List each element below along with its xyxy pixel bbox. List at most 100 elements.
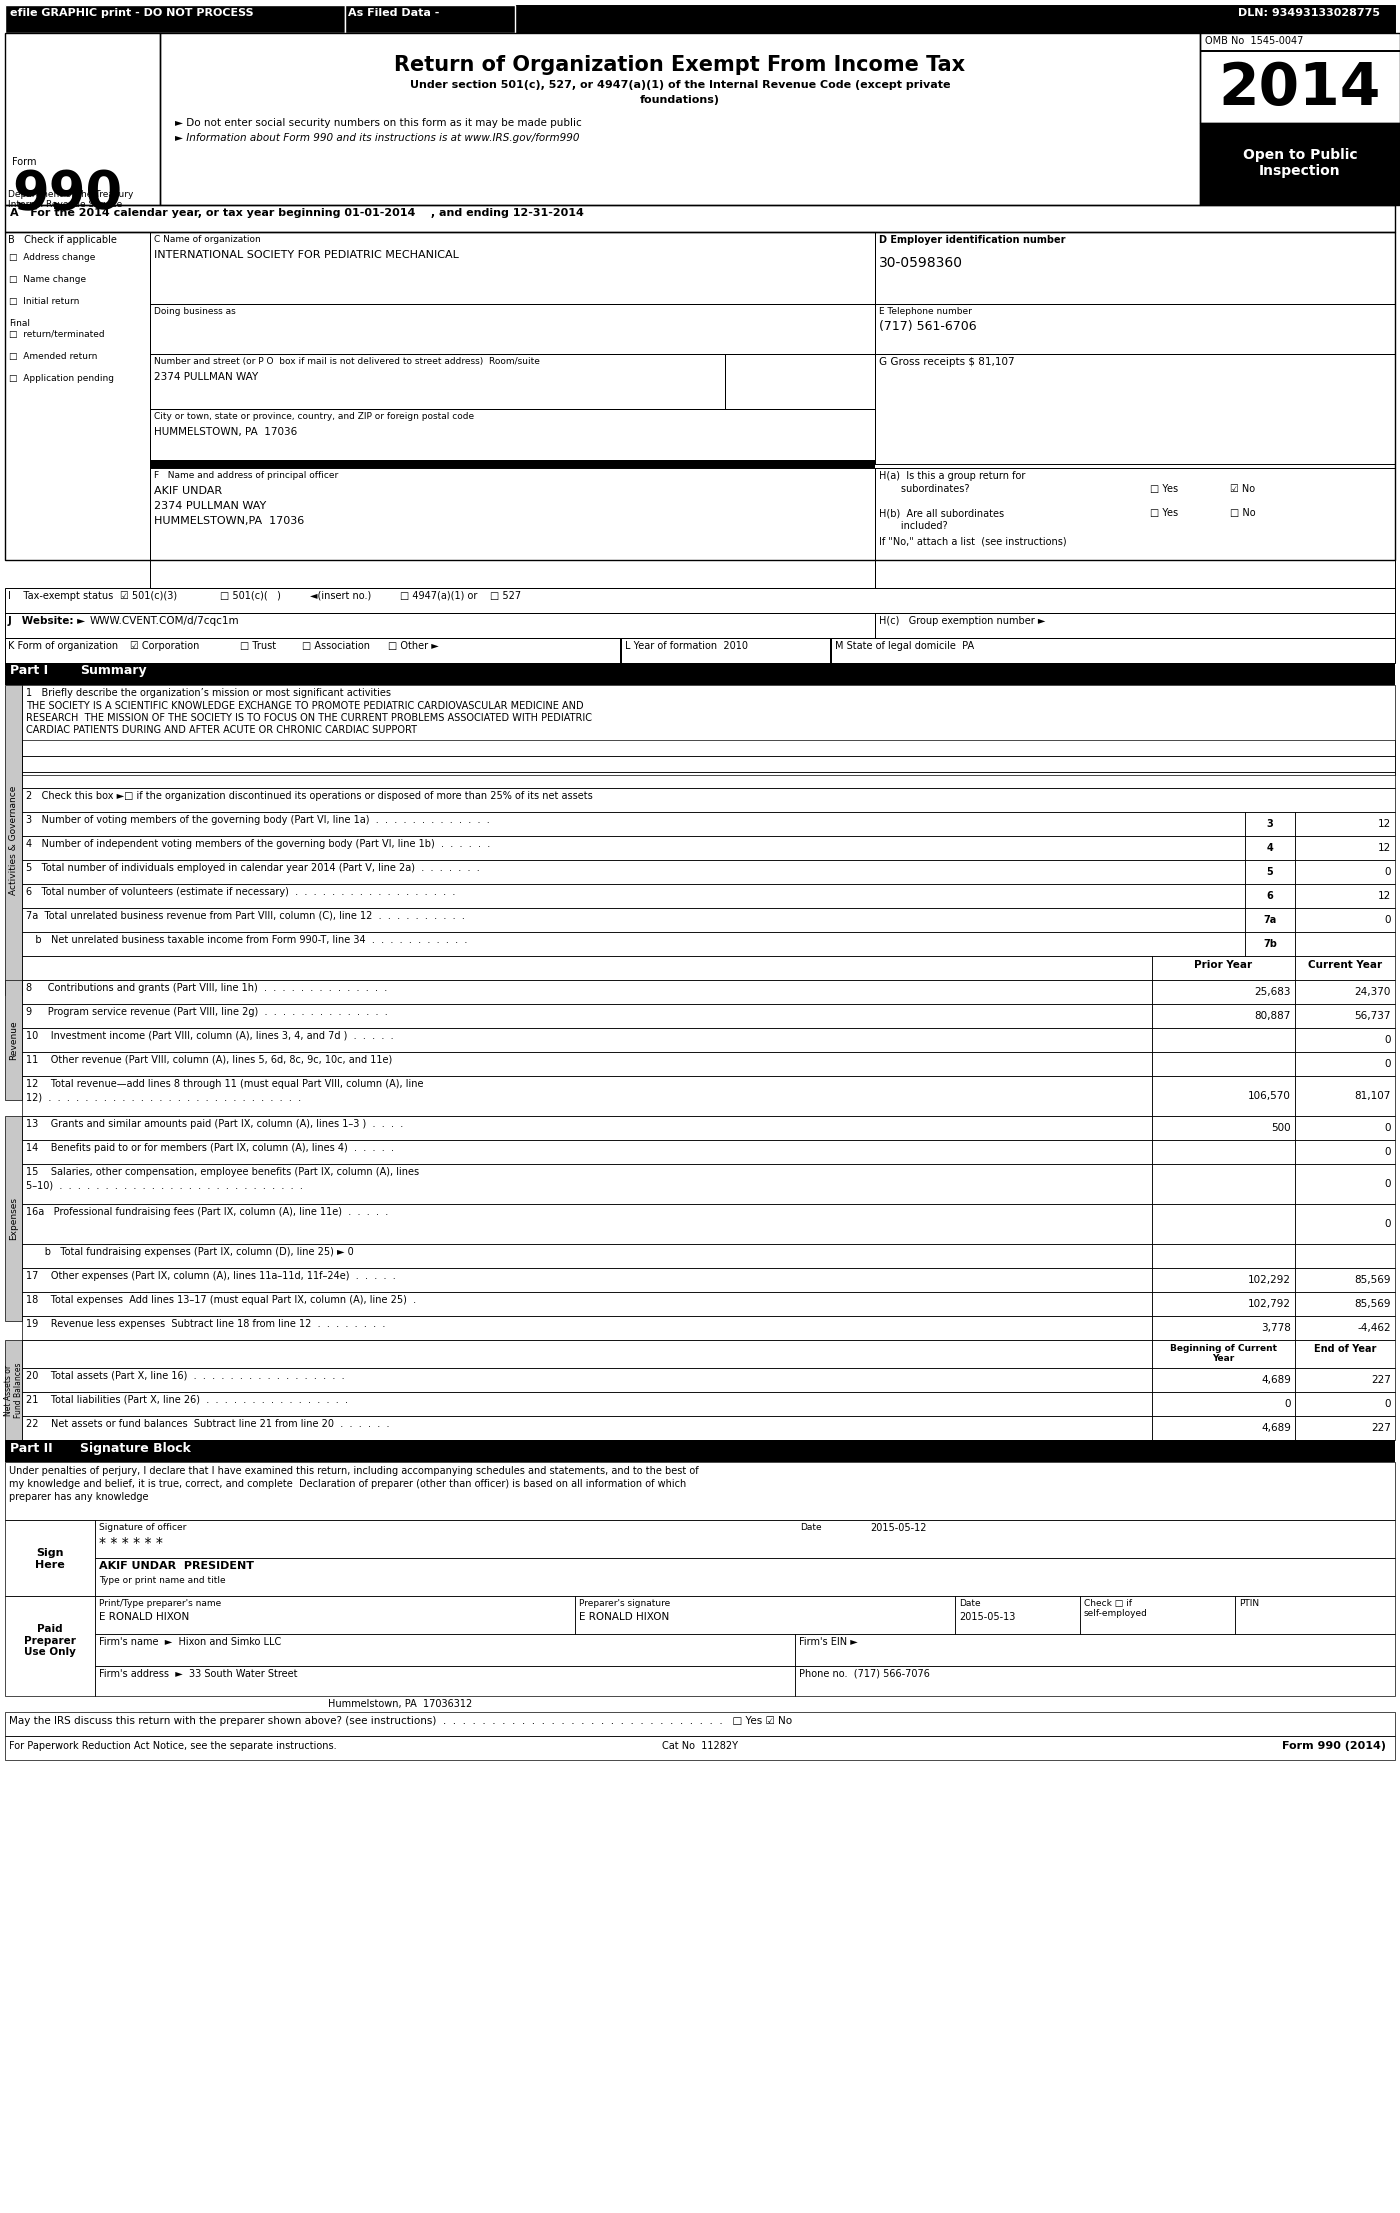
Text: 2   Check this box ►□ if the organization discontinued its operations or dispose: 2 Check this box ►□ if the organization …: [27, 790, 592, 801]
Bar: [1295, 1268, 1394, 1292]
Bar: [1295, 1076, 1394, 1115]
Text: HUMMELSTOWN,PA  17036: HUMMELSTOWN,PA 17036: [154, 516, 304, 527]
Bar: [955, 1596, 1079, 1633]
Bar: [6, 1596, 95, 1695]
Text: □  return/terminated: □ return/terminated: [8, 330, 105, 339]
Text: Preparer's signature: Preparer's signature: [580, 1600, 671, 1609]
Bar: [95, 1558, 1394, 1596]
Bar: [6, 1463, 1394, 1520]
Text: 227: 227: [1371, 1423, 1392, 1434]
Bar: [150, 467, 875, 589]
Text: Net Assets or
Fund Balances: Net Assets or Fund Balances: [4, 1363, 24, 1419]
Bar: [22, 1368, 1152, 1392]
Text: 24,370: 24,370: [1355, 987, 1392, 998]
Bar: [6, 686, 22, 996]
Bar: [1152, 1029, 1295, 1051]
Bar: [795, 1666, 1394, 1695]
Bar: [22, 1164, 1152, 1204]
Bar: [1079, 1596, 1235, 1633]
Bar: [6, 206, 1394, 232]
Text: 7b: 7b: [1263, 938, 1277, 949]
Text: 12: 12: [1378, 843, 1392, 852]
Bar: [875, 354, 1394, 465]
Bar: [575, 1596, 955, 1633]
Bar: [6, 637, 1394, 664]
Bar: [1152, 1204, 1295, 1244]
Bar: [22, 907, 1245, 932]
Bar: [1295, 1341, 1394, 1368]
Bar: [1295, 1140, 1394, 1164]
Bar: [1245, 932, 1295, 956]
Text: 102,292: 102,292: [1247, 1275, 1291, 1286]
Bar: [1152, 1076, 1295, 1115]
Text: ☑ 501(c)(3): ☑ 501(c)(3): [120, 591, 178, 602]
Bar: [22, 1317, 1152, 1341]
Bar: [22, 788, 1394, 812]
Text: 16a   Professional fundraising fees (Part IX, column (A), line 11e)  .  .  .  . : 16a Professional fundraising fees (Part …: [27, 1206, 388, 1217]
Bar: [6, 1341, 22, 1441]
Text: included?: included?: [879, 520, 948, 531]
Text: 9     Program service revenue (Part VIII, line 2g)  .  .  .  .  .  .  .  .  .  .: 9 Program service revenue (Part VIII, li…: [27, 1007, 388, 1018]
Text: Type or print name and title: Type or print name and title: [99, 1576, 225, 1585]
Bar: [1295, 1244, 1394, 1268]
Bar: [6, 1713, 1394, 1735]
Bar: [795, 1633, 1394, 1666]
Text: 990: 990: [13, 168, 122, 219]
Text: 12)  .  .  .  .  .  .  .  .  .  .  .  .  .  .  .  .  .  .  .  .  .  .  .  .  .  : 12) . . . . . . . . . . . . . . . . . . …: [27, 1091, 301, 1102]
Text: H(b)  Are all subordinates: H(b) Are all subordinates: [879, 509, 1004, 518]
Bar: [22, 1268, 1152, 1292]
Bar: [875, 467, 1394, 589]
Bar: [875, 232, 1394, 303]
Bar: [1152, 1244, 1295, 1268]
Text: Signature Block: Signature Block: [80, 1443, 190, 1454]
Bar: [160, 33, 1200, 206]
Bar: [1295, 932, 1394, 956]
Text: 17    Other expenses (Part IX, column (A), lines 11a–11d, 11f–24e)  .  .  .  .  : 17 Other expenses (Part IX, column (A), …: [27, 1270, 396, 1281]
Text: Form: Form: [13, 157, 36, 166]
Bar: [1152, 1292, 1295, 1317]
Text: b   Total fundraising expenses (Part IX, column (D), line 25) ► 0: b Total fundraising expenses (Part IX, c…: [27, 1246, 354, 1257]
Text: □ 501(c)(   ): □ 501(c)( ): [220, 591, 281, 602]
Text: Part I: Part I: [10, 664, 48, 677]
Bar: [6, 1115, 22, 1321]
Bar: [6, 980, 22, 1100]
Text: 0: 0: [1385, 1122, 1392, 1133]
Bar: [22, 1341, 1152, 1368]
Text: E Telephone number: E Telephone number: [879, 308, 972, 316]
Bar: [150, 409, 875, 465]
Text: WWW.CVENT.COM/d/7cqc1m: WWW.CVENT.COM/d/7cqc1m: [90, 615, 239, 626]
Bar: [95, 1633, 795, 1666]
Bar: [22, 757, 1394, 772]
Bar: [95, 1596, 575, 1633]
Bar: [6, 1520, 95, 1596]
Bar: [1152, 1416, 1295, 1441]
Text: 12: 12: [1378, 819, 1392, 830]
Text: 1   Briefly describe the organization’s mission or most significant activities: 1 Briefly describe the organization’s mi…: [27, 688, 391, 697]
Bar: [875, 613, 1394, 637]
Bar: [1152, 980, 1295, 1005]
Bar: [1152, 1140, 1295, 1164]
Text: preparer has any knowledge: preparer has any knowledge: [8, 1492, 148, 1503]
Bar: [22, 1005, 1152, 1029]
Bar: [22, 1244, 1152, 1268]
Bar: [95, 1666, 795, 1695]
Text: 0: 0: [1385, 1146, 1392, 1157]
Text: Date: Date: [799, 1523, 822, 1531]
Text: 25,683: 25,683: [1254, 987, 1291, 998]
Bar: [22, 686, 1394, 775]
Text: 4,689: 4,689: [1261, 1374, 1291, 1385]
Bar: [1152, 1317, 1295, 1341]
Bar: [1295, 883, 1394, 907]
Bar: [1295, 956, 1394, 980]
Text: CARDIAC PATIENTS DURING AND AFTER ACUTE OR CHRONIC CARDIAC SUPPORT: CARDIAC PATIENTS DURING AND AFTER ACUTE …: [27, 726, 417, 735]
Bar: [22, 1204, 1152, 1244]
Text: For Paperwork Reduction Act Notice, see the separate instructions.: For Paperwork Reduction Act Notice, see …: [8, 1742, 336, 1750]
Bar: [22, 1076, 1152, 1115]
Text: Firm's EIN ►: Firm's EIN ►: [799, 1638, 858, 1646]
Text: G Gross receipts $ 81,107: G Gross receipts $ 81,107: [879, 356, 1015, 367]
Text: 18    Total expenses  Add lines 13–17 (must equal Part IX, column (A), line 25) : 18 Total expenses Add lines 13–17 (must …: [27, 1295, 416, 1306]
Text: 6: 6: [1267, 892, 1274, 901]
Text: 11    Other revenue (Part VIII, column (A), lines 5, 6d, 8c, 9c, 10c, and 11e): 11 Other revenue (Part VIII, column (A),…: [27, 1056, 392, 1064]
Bar: [150, 232, 875, 303]
Text: Doing business as: Doing business as: [154, 308, 235, 316]
